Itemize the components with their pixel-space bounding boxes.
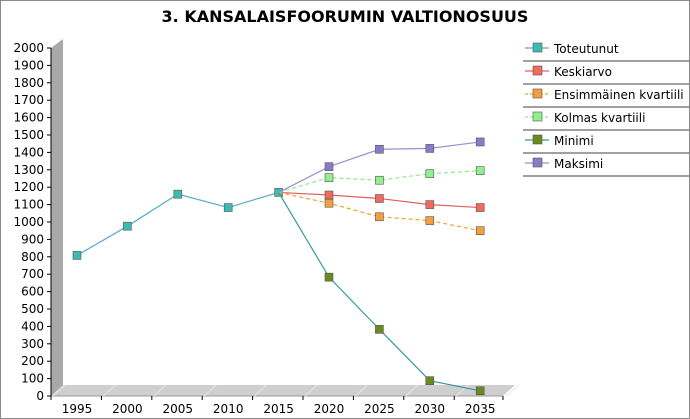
data-point bbox=[425, 200, 435, 209]
legend-label: Ensimmäinen kvartiili bbox=[554, 88, 684, 102]
y-tick-label: 2000 bbox=[13, 41, 44, 55]
y-tick-label: 1600 bbox=[13, 111, 44, 125]
y-tick-label: 300 bbox=[21, 337, 44, 351]
x-tick-label: 1995 bbox=[62, 402, 93, 416]
left-wall bbox=[51, 39, 63, 396]
x-tick-label: 2020 bbox=[314, 402, 345, 416]
series-line bbox=[278, 170, 481, 193]
data-point bbox=[475, 203, 485, 212]
floor bbox=[51, 385, 515, 396]
floor-divider bbox=[52, 384, 66, 397]
data-point bbox=[324, 162, 334, 171]
floor-divider bbox=[153, 384, 167, 397]
data-point bbox=[425, 144, 435, 153]
floor-divider bbox=[203, 384, 217, 397]
chart-title: 3. KANSALAISFOORUMIN VALTIONOSUUS bbox=[161, 7, 529, 26]
data-point bbox=[425, 169, 435, 178]
y-tick-label: 1500 bbox=[13, 128, 44, 142]
floor-divider bbox=[405, 384, 419, 397]
legend-label: Minimi bbox=[554, 134, 594, 148]
data-point bbox=[425, 216, 435, 225]
floor-divider bbox=[254, 384, 267, 397]
data-point bbox=[475, 137, 485, 147]
y-tick-label: 0 bbox=[36, 389, 44, 403]
y-tick-label: 200 bbox=[21, 354, 44, 368]
floor-divider bbox=[103, 384, 116, 397]
data-point bbox=[324, 272, 334, 282]
data-point bbox=[324, 198, 334, 208]
y-tick-label: 1800 bbox=[13, 76, 44, 90]
y-tick-label: 1000 bbox=[13, 215, 44, 229]
data-point bbox=[425, 376, 435, 385]
data-point bbox=[375, 194, 384, 203]
legend-label: Kolmas kvartiili bbox=[554, 111, 645, 125]
data-point bbox=[123, 221, 132, 231]
data-point bbox=[223, 203, 233, 212]
y-tick-label: 1900 bbox=[13, 58, 44, 72]
data-point bbox=[475, 386, 485, 396]
x-tick-label: 2035 bbox=[465, 402, 496, 416]
y-tick-label: 600 bbox=[21, 285, 44, 299]
y-tick-label: 800 bbox=[21, 250, 44, 264]
y-tick-label: 1400 bbox=[13, 145, 44, 159]
y-tick-label: 400 bbox=[21, 319, 44, 333]
x-tick-label: 2030 bbox=[415, 402, 446, 416]
data-point bbox=[173, 189, 183, 199]
y-tick-label: 500 bbox=[21, 302, 44, 316]
y-tick-label: 700 bbox=[21, 267, 44, 281]
series-line bbox=[278, 192, 481, 392]
x-tick-label: 2025 bbox=[364, 402, 395, 416]
y-tick-label: 1100 bbox=[13, 198, 44, 212]
floor-divider bbox=[355, 384, 368, 397]
data-point bbox=[324, 190, 334, 200]
legend-marker bbox=[532, 134, 543, 145]
y-tick-label: 900 bbox=[21, 232, 44, 246]
x-tick-label: 2005 bbox=[163, 402, 194, 416]
legend-label: Maksimi bbox=[554, 157, 603, 171]
y-tick-label: 1300 bbox=[13, 163, 44, 177]
legend-marker bbox=[532, 42, 543, 53]
floor-divider bbox=[455, 384, 469, 397]
x-tick-label: 2000 bbox=[112, 402, 143, 416]
legend-label: Toteutunut bbox=[553, 42, 619, 56]
data-point bbox=[375, 175, 384, 185]
y-tick-label: 100 bbox=[21, 372, 44, 386]
floor-divider bbox=[506, 384, 519, 397]
data-point bbox=[375, 212, 384, 222]
x-tick-label: 2010 bbox=[213, 402, 244, 416]
y-tick-label: 1200 bbox=[13, 180, 44, 194]
data-point bbox=[375, 144, 384, 154]
series-line bbox=[76, 191, 279, 256]
y-tick-label: 1700 bbox=[13, 93, 44, 107]
legend-marker bbox=[532, 88, 543, 99]
legend-marker bbox=[532, 65, 543, 76]
data-point bbox=[475, 166, 485, 175]
data-point bbox=[324, 173, 334, 182]
data-point bbox=[475, 226, 485, 235]
legend-label: Keskiarvo bbox=[554, 65, 612, 79]
data-point bbox=[72, 251, 82, 260]
legend-marker bbox=[532, 111, 543, 122]
floor-divider bbox=[304, 384, 318, 397]
series-line bbox=[278, 191, 481, 232]
legend-marker bbox=[532, 157, 543, 168]
x-tick-label: 2015 bbox=[263, 402, 294, 416]
data-point bbox=[375, 325, 384, 334]
